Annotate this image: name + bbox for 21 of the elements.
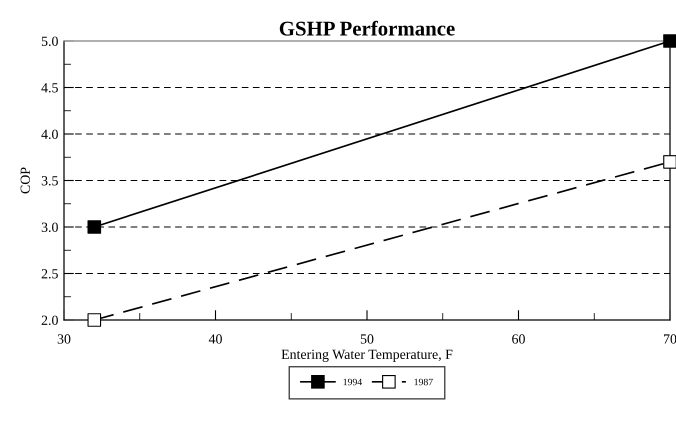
chart-title: GSHP Performance [280,20,455,36]
x-axis-title: Entering Water Temperature, F [282,350,452,362]
point [87,220,102,234]
legend-label: 1987 [414,378,433,386]
point [87,313,102,327]
x-tick-label: 30 [58,334,70,344]
y-tick-label: 5.0 [42,36,58,46]
x-tick-label: 60 [512,334,525,344]
legend-label: 1994 [344,378,362,386]
point [663,34,676,48]
x-tick-label: 40 [208,334,222,344]
y-tick-label: 3.0 [42,222,58,232]
x-tick-label: 50 [360,334,374,344]
y-tick-label: 2.0 [42,316,58,326]
y-tick-label: 4.5 [41,83,58,93]
y-tick-label: 2.5 [42,269,58,279]
y-tick-label: 4.0 [41,130,58,140]
point [663,155,676,169]
y-axis-title: COP [20,168,30,194]
x-tick-label: 70 [664,334,676,344]
y-tick-label: 3.5 [42,176,58,186]
